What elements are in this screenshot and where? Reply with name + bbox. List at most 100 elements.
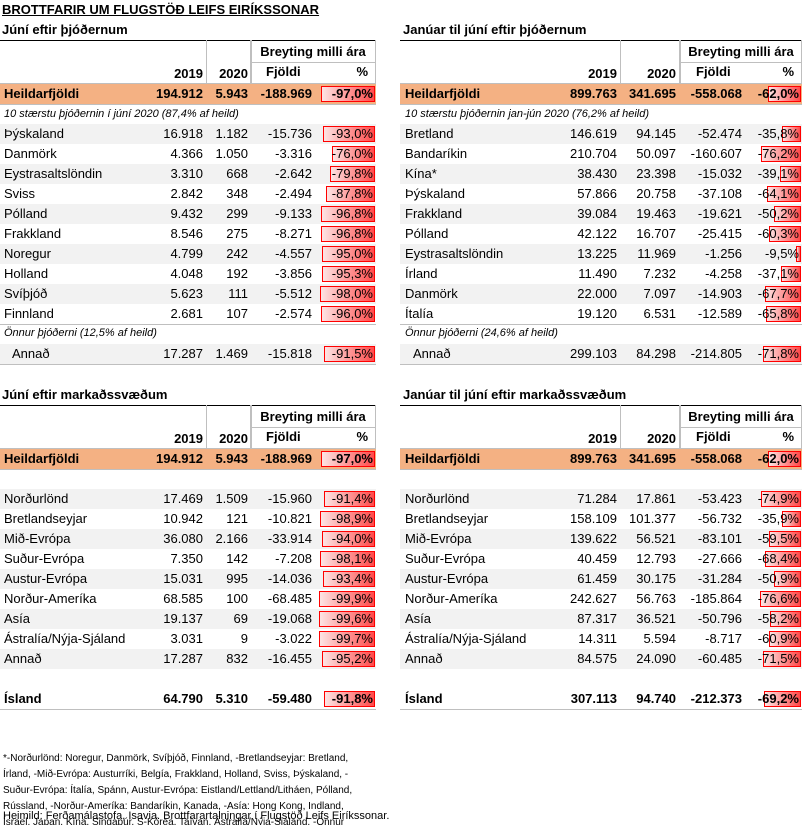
header-change: Breyting milli ára	[260, 409, 366, 424]
cell-percent: -67,7%	[757, 286, 799, 301]
row-bg	[0, 124, 376, 144]
cell-percent: -98,1%	[331, 551, 373, 566]
row-label: Norðurlönd	[405, 491, 470, 506]
row-bg	[0, 344, 376, 364]
row-label: Annað	[413, 346, 451, 361]
row-label: Norður-Ameríka	[4, 591, 97, 606]
data-bar	[764, 691, 801, 707]
cell-number: 5.943	[215, 86, 248, 101]
cell-number: 101.377	[629, 511, 676, 526]
cell-percent: -39,1%	[757, 166, 799, 181]
row-label: Norðurlönd	[4, 491, 69, 506]
cell-number: -12.589	[697, 306, 742, 321]
cell-percent: -69,2%	[757, 691, 799, 706]
data-bar	[760, 591, 801, 607]
cell-percent: -50,9%	[757, 571, 799, 586]
data-bar	[321, 266, 375, 282]
row-label: Noregur	[4, 246, 51, 261]
cell-number: 69	[233, 611, 248, 626]
cell-number: 5.623	[170, 286, 203, 301]
cell-number: 17.469	[163, 491, 203, 506]
rule	[0, 324, 376, 325]
header-change: Breyting milli ára	[688, 409, 794, 424]
row-label: Holland	[4, 266, 49, 281]
rule	[680, 40, 681, 84]
rule	[206, 405, 207, 449]
row-bg	[400, 344, 802, 364]
cell-number: 121	[226, 511, 248, 526]
cell-number: -185.864	[690, 591, 742, 606]
row-label: Þýskaland	[4, 126, 64, 141]
data-bar	[760, 146, 801, 162]
row-bg	[400, 124, 802, 144]
cell-percent: -97,0%	[331, 86, 373, 101]
cell-number: 668	[226, 166, 248, 181]
data-bar	[321, 651, 375, 667]
cell-number: -53.423	[697, 491, 742, 506]
row-label: Bretlandseyjar	[405, 511, 489, 526]
data-bar	[319, 591, 375, 607]
row-bg	[400, 284, 802, 304]
cell-percent: -98,0%	[331, 286, 373, 301]
cell-percent: -91,4%	[331, 491, 373, 506]
cell-percent: -91,5%	[331, 346, 373, 361]
row-label: Annað	[4, 651, 42, 666]
data-bar	[323, 691, 375, 707]
cell-number: 94.145	[636, 126, 676, 141]
cell-percent: -93,4%	[331, 571, 373, 586]
panel-title: Júní eftir þjóðernum	[2, 22, 128, 37]
rule	[400, 104, 802, 105]
header-year: 2019	[588, 431, 617, 446]
row-bg	[0, 649, 376, 669]
data-bar	[769, 226, 801, 242]
data-bar	[322, 126, 375, 142]
data-bar	[781, 511, 801, 527]
rule	[680, 405, 681, 449]
cell-number: 111	[228, 286, 248, 301]
cell-percent: -62,0%	[757, 86, 799, 101]
panel-title: Janúar til júní eftir þjóðernum	[403, 22, 587, 37]
cell-number: 16.707	[636, 226, 676, 241]
cell-number: -558.068	[690, 86, 742, 101]
cell-number: -59.480	[267, 691, 312, 706]
row-label: Ástralía/Nýja-Sjáland	[4, 631, 126, 646]
cell-number: 24.090	[636, 651, 676, 666]
data-bar	[795, 246, 801, 262]
cell-percent: -95,2%	[331, 651, 373, 666]
data-bar	[768, 86, 801, 102]
cell-percent: -94,0%	[331, 531, 373, 546]
footnote-line: *-Norðurlönd: Noregur, Danmörk, Svíþjóð,…	[3, 753, 349, 764]
rule	[400, 448, 802, 449]
group-note: 10 stærstu þjóðernin í júní 2020 (87,4% …	[4, 108, 239, 120]
cell-number: 16.918	[163, 126, 203, 141]
cell-number: 11.969	[637, 246, 676, 261]
rule	[0, 104, 376, 105]
data-bar	[774, 571, 801, 587]
cell-number: -27.666	[697, 551, 742, 566]
cell-number: 71.284	[577, 491, 617, 506]
cell-number: 5.310	[215, 691, 248, 706]
cell-percent: -60,9%	[757, 631, 799, 646]
rule	[679, 40, 680, 84]
data-bar	[774, 206, 801, 222]
data-bar	[320, 451, 375, 467]
cell-number: 995	[226, 571, 248, 586]
header-diff: Fjöldi	[696, 429, 731, 444]
row-label: Austur-Evrópa	[405, 571, 489, 586]
row-bg	[0, 284, 376, 304]
row-label: Danmörk	[405, 286, 458, 301]
cell-number: 194.912	[156, 86, 203, 101]
cell-number: -68.485	[267, 591, 312, 606]
cell-number: 15.031	[163, 571, 203, 586]
cell-number: 94.740	[636, 691, 676, 706]
cell-number: -8.271	[275, 226, 312, 241]
rule	[0, 83, 376, 84]
cell-number: 61.459	[577, 571, 617, 586]
row-label: Bretlandseyjar	[4, 511, 88, 526]
cell-percent: -96,8%	[331, 206, 373, 221]
cell-number: 19.137	[163, 611, 203, 626]
rule	[375, 40, 376, 84]
cell-number: 56.521	[636, 531, 676, 546]
cell-number: 14.311	[578, 631, 617, 646]
cell-number: 275	[226, 226, 248, 241]
